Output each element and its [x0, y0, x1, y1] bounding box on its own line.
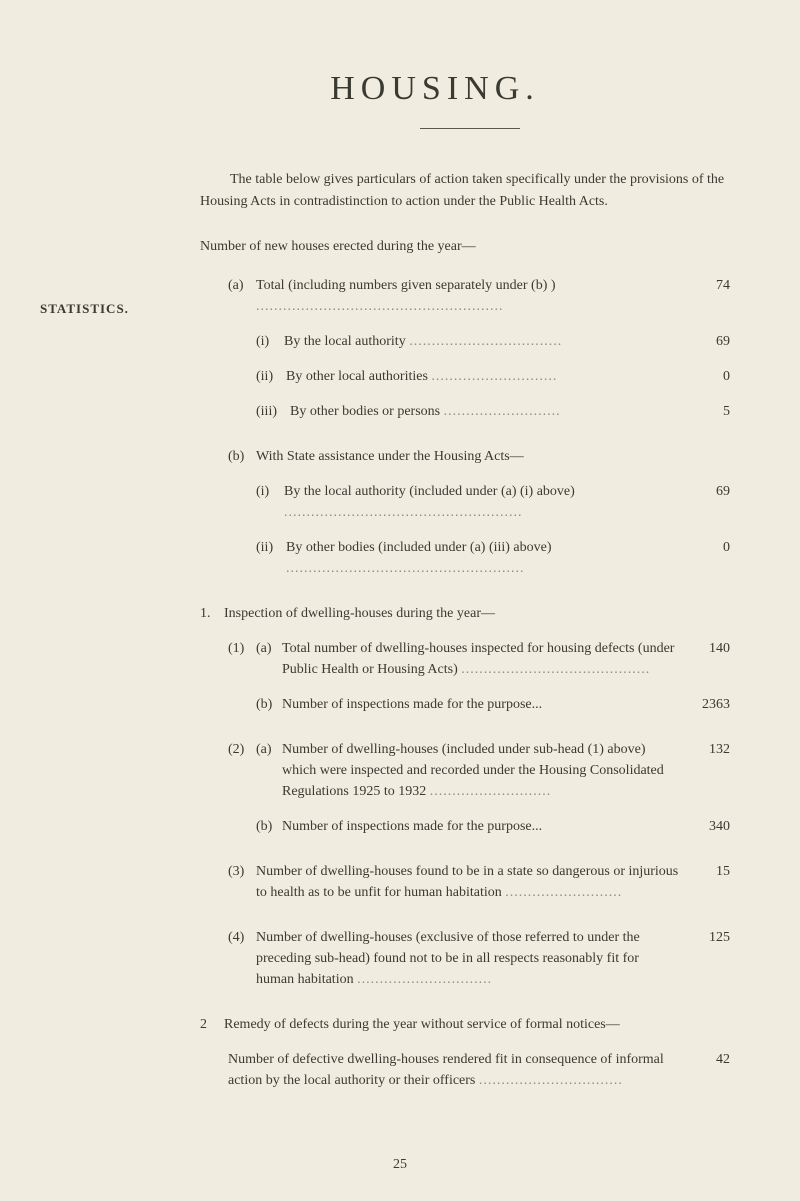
sec-1-2-a-value: 132 [680, 739, 730, 760]
intro-paragraph: The table below gives particulars of act… [200, 169, 730, 214]
item-a-i-value: 69 [680, 331, 730, 352]
item-b-i-value: 69 [680, 481, 730, 502]
item-b-i-text: By the local authority (included under (… [284, 481, 680, 523]
sec-2-number-value: 42 [680, 1049, 730, 1070]
item-b-ii-label: (ii) [256, 537, 286, 558]
sec-1-2-label: (2) [228, 739, 256, 760]
section-b-text: With State assistance under the Housing … [256, 446, 730, 467]
sec-1-1-a-text: Total number of dwelling-houses inspecte… [282, 638, 680, 680]
section-b-label: (b) [228, 446, 256, 467]
section-2-text: Remedy of defects during the year withou… [224, 1014, 730, 1035]
section-a-value: 74 [680, 275, 730, 296]
item-b-ii-value: 0 [680, 537, 730, 558]
sec-1-1-b-text: Number of inspections made for the purpo… [282, 694, 680, 715]
sec-1-2-b-value: 340 [680, 816, 730, 837]
section-a-label: (a) [228, 275, 256, 296]
title-underline [420, 128, 520, 129]
item-a-iii-label: (iii) [256, 401, 290, 422]
item-a-ii-value: 0 [680, 366, 730, 387]
section-1-2-a: (2) (a) Number of dwelling-houses (inclu… [200, 739, 730, 802]
sec-1-3-value: 15 [680, 861, 730, 882]
section-a-item-1: (i) By the local authority .............… [200, 331, 730, 352]
page-number: 25 [393, 1157, 407, 1173]
section-a-item-2: (ii) By other local authorities ........… [200, 366, 730, 387]
sec-1-1-label: (1) [228, 638, 256, 659]
section-1-text: Inspection of dwelling-houses during the… [224, 603, 730, 624]
sec-2-number-text: Number of defective dwelling-houses rend… [228, 1049, 680, 1091]
page-title: HOUSING. [140, 70, 730, 108]
sec-1-2-a-text: Number of dwelling-houses (included unde… [282, 739, 680, 802]
sec-1-4-value: 125 [680, 927, 730, 948]
section-a-text: Total (including numbers given separatel… [256, 275, 680, 317]
sec-1-2-b-text: Number of inspections made for the purpo… [282, 816, 680, 837]
section-1-label: 1. [200, 603, 224, 624]
section-b-item-2: (ii) By other bodies (included under (a)… [200, 537, 730, 579]
item-a-i-text: By the local authority .................… [284, 331, 680, 352]
item-b-i-label: (i) [256, 481, 284, 502]
sec-1-2-b-label: (b) [256, 816, 282, 837]
section-1: 1. Inspection of dwelling-houses during … [200, 603, 730, 624]
section-a-item-3: (iii) By other bodies or persons .......… [200, 401, 730, 422]
section-a: (a) Total (including numbers given separ… [200, 275, 730, 317]
section-b: (b) With State assistance under the Hous… [200, 446, 730, 467]
statistics-label: STATISTICS. [40, 301, 129, 317]
item-b-ii-text: By other bodies (included under (a) (iii… [286, 537, 680, 579]
sec-1-1-a-value: 140 [680, 638, 730, 659]
item-a-iii-value: 5 [680, 401, 730, 422]
section-2: 2 Remedy of defects during the year with… [200, 1014, 730, 1035]
section-b-item-1: (i) By the local authority (included und… [200, 481, 730, 523]
sec-1-3-text: Number of dwelling-houses found to be in… [256, 861, 680, 903]
sec-1-3-label: (3) [228, 861, 256, 882]
item-a-iii-text: By other bodies or persons .............… [290, 401, 680, 422]
section-1-2-b: (b) Number of inspections made for the p… [200, 816, 730, 837]
sec-1-4-text: Number of dwelling-houses (exclusive of … [256, 927, 680, 990]
section-1-4: (4) Number of dwelling-houses (exclusive… [200, 927, 730, 990]
section-1-3: (3) Number of dwelling-houses found to b… [200, 861, 730, 903]
section-1-1-b: (b) Number of inspections made for the p… [200, 694, 730, 715]
content-area: Number of new houses erected during the … [200, 236, 730, 1091]
sec-1-4-label: (4) [228, 927, 256, 948]
sec-1-1-a-label: (a) [256, 638, 282, 659]
number-heading: Number of new houses erected during the … [200, 236, 730, 257]
item-a-i-label: (i) [256, 331, 284, 352]
sec-1-1-b-value: 2363 [680, 694, 730, 715]
sec-1-2-a-label: (a) [256, 739, 282, 760]
item-a-ii-label: (ii) [256, 366, 286, 387]
section-2-label: 2 [200, 1014, 224, 1035]
sec-1-1-b-label: (b) [256, 694, 282, 715]
item-a-ii-text: By other local authorities .............… [286, 366, 680, 387]
section-1-1-a: (1) (a) Total number of dwelling-houses … [200, 638, 730, 680]
section-2-number: Number of defective dwelling-houses rend… [200, 1049, 730, 1091]
